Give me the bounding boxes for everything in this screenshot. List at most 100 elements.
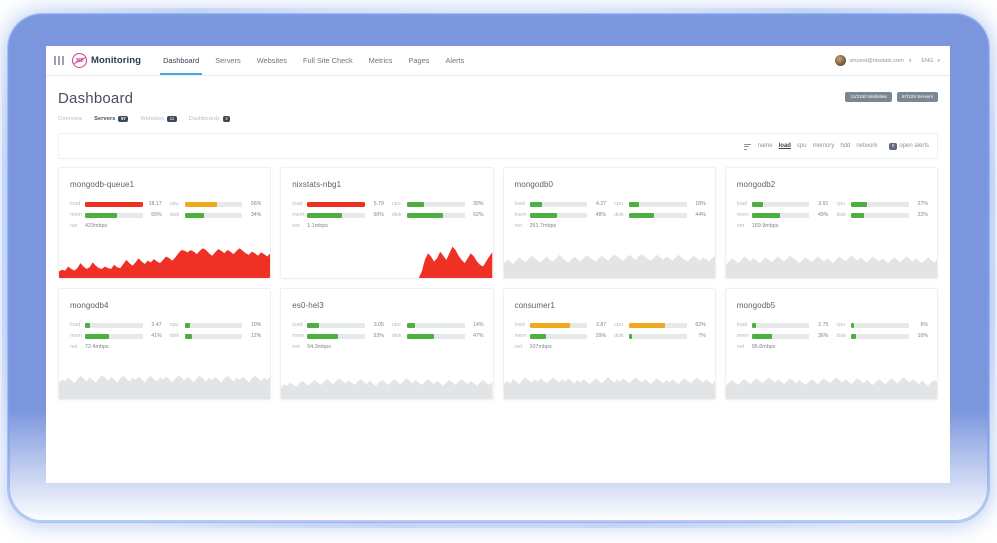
metric-row-net: net 72.4mbps <box>59 343 270 350</box>
metric-bar-mem <box>751 213 810 218</box>
tab-servers[interactable]: Servers 97 <box>94 116 129 123</box>
sort-by-cpu[interactable]: cpu <box>796 143 807 150</box>
grid-menu-icon[interactable] <box>54 56 64 65</box>
sparkline-svg <box>59 375 271 400</box>
nav-item-metrics[interactable]: Metrics <box>368 56 393 65</box>
nav-item-websites[interactable]: Websites <box>256 56 287 65</box>
tab-dashboards[interactable]: Dashboards 2 <box>189 116 231 123</box>
metric-row-load: load 5.79 <box>292 200 384 208</box>
sparkline-area <box>725 377 937 400</box>
metric-value-net: 261.7mbps <box>529 223 557 230</box>
metric-value-load: 4.27 <box>596 201 607 208</box>
servers-quota-badge[interactable]: 97/225 Servers <box>896 92 938 102</box>
metrics-column-right: cpu 30% disk 62% <box>392 200 484 222</box>
metric-label-mem: mem <box>736 212 749 219</box>
server-card[interactable]: es0-hel3 load 3.05 mem 53% cpu 14% disk <box>280 288 494 401</box>
nav-item-dashboard[interactable]: Dashboard <box>155 46 207 75</box>
server-card[interactable]: mongodb2 load 3.91 mem 49% cpu 27% disk <box>724 167 938 280</box>
sparkline-area <box>725 256 937 279</box>
metrics-column-left: load 4.27 mem 48% <box>515 200 615 222</box>
metric-label-load: load <box>292 322 303 329</box>
tab-overview[interactable]: Overview <box>58 116 82 122</box>
metric-row-net: net 107mbps <box>504 343 715 350</box>
server-card[interactable]: consumer1 load 2.87 mem 29% cpu 62% disk <box>502 288 716 401</box>
server-card[interactable]: mongodb4 load 3.47 mem 41% cpu 10% disk <box>58 288 272 401</box>
tab-websites[interactable]: Websites 11 <box>140 116 177 123</box>
metric-label-net: net <box>736 344 745 351</box>
sort-by-load[interactable]: load <box>778 143 791 150</box>
user-menu[interactable]: vincent@nixstats.com ▾ <box>835 55 911 66</box>
server-card[interactable]: mongodb-queue1 load 18.17 mem 55% cpu 56… <box>58 167 272 280</box>
server-metrics: load 3.05 mem 53% cpu 14% disk 47% <box>281 310 492 343</box>
metric-value-disk: 44% <box>695 212 706 219</box>
metric-label-load: load <box>70 201 81 208</box>
language-selector[interactable]: ENG ▾ <box>921 58 940 64</box>
sort-by-name[interactable]: name <box>757 143 773 150</box>
metrics-column-right: cpu 14% disk 47% <box>392 321 484 343</box>
metric-label-net: net <box>292 344 300 351</box>
metric-label-mem: mem <box>514 212 527 219</box>
brand-logo[interactable]: 360 Monitoring <box>72 53 141 68</box>
sparkline-area <box>281 378 493 400</box>
metric-bar-disk <box>851 334 909 339</box>
nav-item-full-site-check[interactable]: Full Site Check <box>302 56 353 65</box>
metric-row-cpu: cpu 56% <box>170 200 262 208</box>
server-card[interactable]: mongodb5 load 2.75 mem 36% cpu 6% disk <box>724 288 938 401</box>
metric-label-mem: mem <box>292 333 305 340</box>
metrics-column-right: cpu 18% disk 44% <box>614 200 706 222</box>
metrics-column-left: load 2.87 mem 29% <box>515 321 615 343</box>
open-alerts-filter[interactable]: 0 open alerts <box>889 142 929 151</box>
metric-row-load: load 3.91 <box>737 200 829 208</box>
metric-bar-load <box>751 323 810 328</box>
app-screen: 360 Monitoring Dashboard Servers Website… <box>46 46 950 483</box>
metric-label-load: load <box>736 322 747 329</box>
metric-label-cpu: cpu <box>836 322 846 329</box>
network-sparkline <box>281 245 493 279</box>
metric-label-disk: disk <box>169 333 180 340</box>
user-email: vincent@nixstats.com <box>849 57 904 64</box>
metric-value-mem: 55% <box>151 212 162 219</box>
nav-item-pages[interactable]: Pages <box>408 56 430 65</box>
metric-row-cpu: cpu 62% <box>614 321 706 329</box>
nav-item-alerts[interactable]: Alerts <box>445 56 465 65</box>
metric-value-mem: 49% <box>817 212 829 219</box>
server-card[interactable]: nixstats-nbg1 load 5.79 mem 60% cpu 30% <box>280 167 494 280</box>
metric-row-disk: disk 47% <box>392 332 484 340</box>
sparkline-svg <box>725 377 937 400</box>
sort-by-memory[interactable]: memory <box>812 143 835 150</box>
network-sparkline <box>503 245 715 279</box>
metric-row-cpu: cpu 6% <box>836 321 928 329</box>
sort-icon[interactable] <box>743 143 751 150</box>
metric-row-net: net 423mbps <box>59 222 270 229</box>
metric-row-disk: disk 22% <box>836 211 928 219</box>
metrics-column-left: load 3.91 mem 49% <box>737 200 837 222</box>
metric-label-cpu: cpu <box>836 201 846 208</box>
metric-value-net: 95.6mbps <box>751 344 776 351</box>
metric-bar-mem <box>85 213 143 218</box>
metric-value-disk: 47% <box>473 333 484 340</box>
server-card[interactable]: mongodb0 load 4.27 mem 48% cpu 18% disk <box>502 167 716 280</box>
metric-bar-load <box>307 323 365 328</box>
sort-by-network[interactable]: network <box>856 143 878 150</box>
metric-row-load: load 2.75 <box>737 321 829 329</box>
metric-label-disk: disk <box>836 333 846 340</box>
metric-row-net: net 1.1mbps <box>281 222 492 229</box>
page-title: Dashboard <box>58 90 134 107</box>
websites-quota-badge[interactable]: 11/2150 Websites <box>845 92 892 102</box>
nav-item-servers[interactable]: Servers <box>215 56 241 65</box>
sparkline-svg <box>503 377 715 400</box>
sort-by-hdd[interactable]: hdd <box>840 143 851 150</box>
metric-value-load: 2.75 <box>818 322 829 329</box>
language-label: ENG <box>921 57 934 64</box>
metric-label-disk: disk <box>391 212 402 219</box>
metric-value-mem: 29% <box>595 333 607 340</box>
metric-value-net: 72.4mbps <box>85 344 109 351</box>
metric-row-disk: disk 12% <box>170 332 262 340</box>
metric-label-cpu: cpu <box>391 201 401 208</box>
top-navigation-bar: 360 Monitoring Dashboard Servers Website… <box>46 46 950 76</box>
metric-value-cpu: 27% <box>917 201 928 208</box>
metric-label-load: load <box>514 322 525 329</box>
metric-row-disk: disk 34% <box>170 211 262 219</box>
metrics-column-left: load 18.17 mem 55% <box>70 200 170 222</box>
nav-right-cluster: vincent@nixstats.com ▾ ENG ▾ <box>835 55 940 66</box>
